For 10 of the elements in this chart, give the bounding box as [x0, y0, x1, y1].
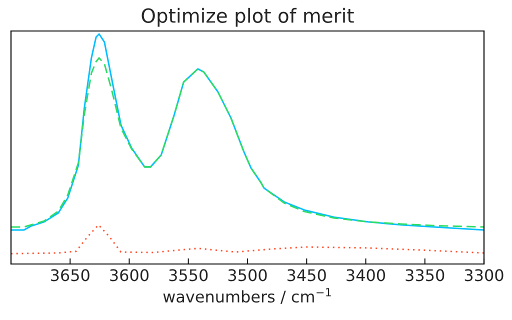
x-tick-label: 3300 — [464, 269, 504, 282]
x-tick-label: 3350 — [406, 269, 444, 282]
x-tick-label: 3550 — [169, 269, 208, 282]
x-tick-label: 3400 — [346, 269, 386, 282]
x-axis-title: wavenumbers / cm$^{−1}$ — [163, 288, 331, 304]
chart-title: Optimize plot of merit — [142, 8, 354, 27]
x-tick-label: 3650 — [51, 269, 90, 282]
x-tick-label: 3500 — [228, 269, 267, 282]
x-tick-label: 3600 — [110, 269, 149, 282]
x-tick-label: 3450 — [288, 269, 326, 282]
